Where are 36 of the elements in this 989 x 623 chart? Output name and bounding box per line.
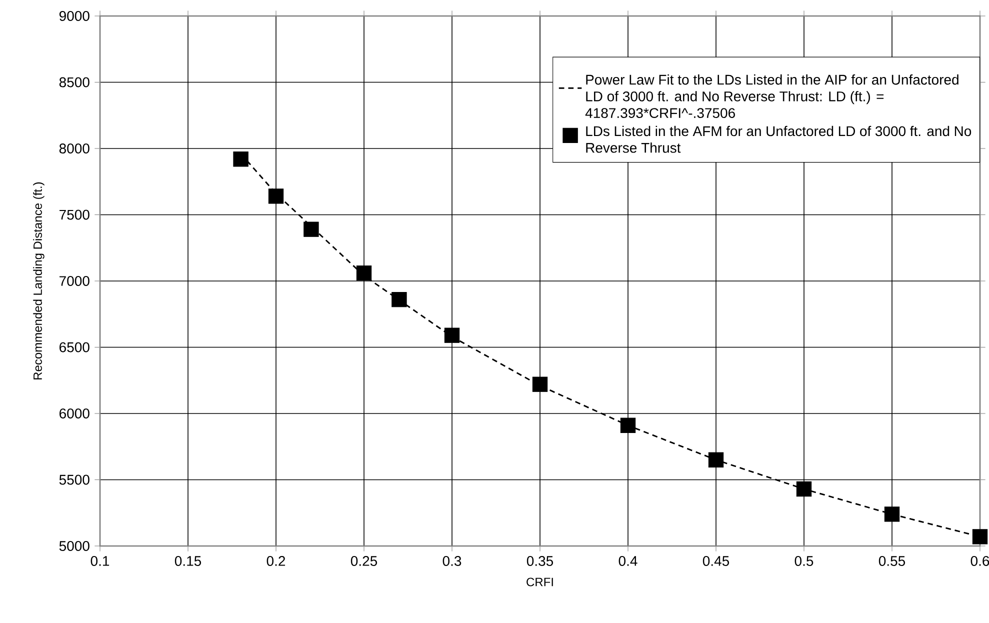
x-tick-label: 0.45: [702, 556, 730, 566]
point: [796, 481, 812, 497]
x-tick-label: 0.1: [90, 556, 110, 566]
x-tick-label: 0.2: [266, 556, 286, 566]
y-tick-label: 8500: [59, 77, 90, 88]
y-tick-label: 6000: [60, 408, 90, 418]
point: [356, 265, 372, 281]
legend-label: LDs Listed in the AFM for an Unfactored LD of 3000 ft. and No Reverse Thrust: [586, 126, 972, 153]
y-tick-label: 5500: [59, 474, 90, 485]
point: [233, 151, 248, 167]
point: [304, 222, 319, 237]
y-tick-label: 6500: [60, 342, 90, 352]
point: [268, 188, 284, 204]
point: [972, 529, 988, 544]
x-axis-title: CRFI: [526, 578, 553, 586]
y-tick-label: 5000: [59, 541, 90, 551]
y-tick-label: 7000: [60, 276, 90, 286]
point: [620, 418, 636, 434]
point: [444, 328, 460, 343]
legend-label: Power Law Fit to the LDs Listed in the AIP for an Unfactored LD of 3000 ft. and No Reverse Thrust: LD (ft.) = 4187.393*CRFI^-.37506: [585, 74, 958, 118]
point: [392, 292, 407, 308]
y-tick-label: 7500: [60, 210, 90, 220]
x-tick-label: 0.5: [794, 556, 814, 566]
y-axis-title: Recommended Landing Distance (ft.): [33, 182, 44, 380]
point: [532, 376, 548, 392]
x-tick-label: 0.55: [878, 556, 906, 566]
x-tick-label: 0.25: [350, 556, 378, 566]
y-tick-label: 9000: [59, 11, 90, 21]
x-tick-label: 0.4: [618, 556, 638, 566]
x-tick-label: 0.15: [174, 556, 202, 566]
x-tick-label: 0.35: [526, 556, 554, 566]
y-tick-label: 8000: [59, 144, 90, 154]
x-tick-label: 0.6: [970, 556, 989, 566]
point: [708, 452, 724, 468]
point: [884, 506, 900, 522]
x-tick-label: 0.3: [442, 556, 462, 566]
